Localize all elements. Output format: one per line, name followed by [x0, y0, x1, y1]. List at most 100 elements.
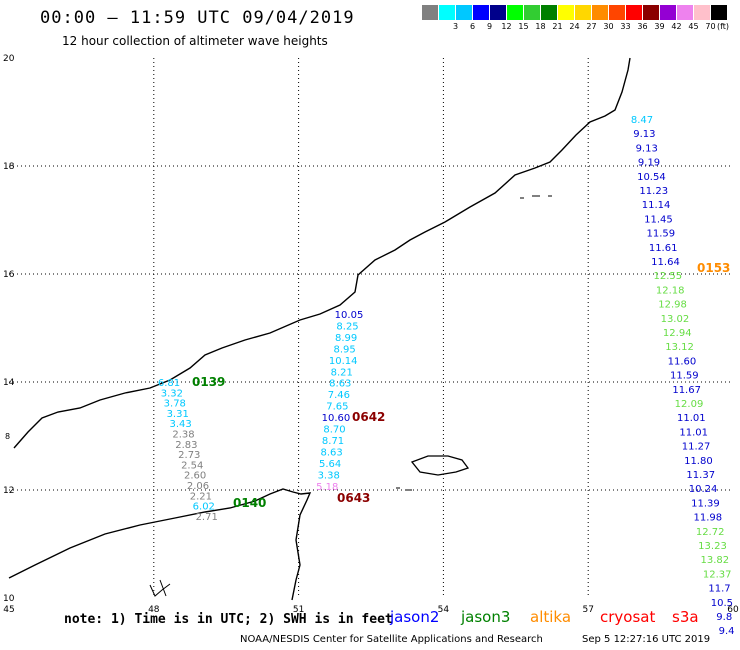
wave-height-value: 9.13	[636, 143, 658, 154]
colorbar-swatch	[439, 5, 456, 20]
colorbar-label: 21	[552, 22, 563, 31]
wave-height-value: 2.06	[187, 481, 209, 492]
wave-height-value: 11.27	[682, 442, 711, 453]
wave-height-value: 12.18	[656, 285, 685, 296]
colorbar-swatch	[711, 5, 728, 20]
wave-height-value: 10.14	[329, 356, 358, 367]
lat-minor-label: 8	[5, 432, 10, 441]
pass-time-label: 0140	[233, 496, 266, 510]
wave-height-value: 11.61	[649, 243, 678, 254]
credit-line: NOAA/NESDIS Center for Satellite Applica…	[240, 634, 543, 645]
wave-height-value: 12.94	[663, 328, 692, 339]
lat-tick-label: 18	[3, 162, 15, 172]
footer-note: note: 1) Time is in UTC; 2) SWH is in fe…	[64, 612, 393, 627]
wave-height-value: 11.37	[686, 470, 715, 481]
wave-height-value: 12.37	[703, 569, 732, 580]
pass-time-label: 0642	[352, 410, 385, 424]
wave-height-value: 11.60	[668, 356, 697, 367]
coastline	[8, 57, 631, 601]
wave-height-value: 12.72	[696, 527, 725, 538]
wave-height-value: 8.63	[320, 447, 342, 458]
wave-height-value: 9.13	[633, 129, 655, 140]
wave-height-value: 5.64	[319, 459, 341, 470]
wave-height-value: 5.18	[316, 482, 338, 493]
satellite-legend-item: cryosat	[600, 608, 656, 626]
pass-time-label: 0153	[697, 261, 730, 275]
wave-height-value: 3.78	[164, 399, 186, 410]
lat-tick-label: 20	[3, 54, 15, 64]
colorbar-label: 33	[620, 22, 631, 31]
pass-time-labels: 0153 0139 0642 0140 0643	[192, 261, 730, 510]
wave-height-value: 11.80	[684, 456, 713, 467]
colorbar-label: 15	[518, 22, 529, 31]
colorbar-swatch	[592, 5, 609, 20]
colorbar-label: 27	[586, 22, 597, 31]
colorbar-label: 70	[705, 22, 716, 31]
colorbar-swatch	[575, 5, 592, 20]
iran-coastline	[13, 57, 631, 449]
wave-height-value: 8.95	[334, 344, 356, 355]
pass-time-label: 0139	[192, 375, 225, 389]
delta-coast	[149, 579, 171, 597]
wave-height-value: 11.7	[708, 584, 730, 595]
generation-timestamp: Sep 5 12:27:16 UTC 2019	[582, 634, 711, 645]
wave-height-value: 2.38	[172, 430, 194, 441]
wave-height-value: 10.5	[711, 598, 733, 609]
map-title: 00:00 – 11:59 UTC 09/04/2019	[40, 8, 355, 28]
colorbar-label: 39	[654, 22, 665, 31]
colorbar-swatch	[456, 5, 473, 20]
wave-height-value: 11.98	[693, 513, 722, 524]
wave-height-value: 8.70	[323, 425, 345, 436]
wave-height-value: 3.38	[318, 470, 340, 481]
wave-height-value: 2.60	[184, 471, 206, 482]
colorbar-swatch	[507, 5, 524, 20]
lat-tick-label: 14	[3, 378, 15, 388]
satellite-legend-item: s3a	[672, 608, 699, 626]
wave-height-value: 2.83	[175, 440, 197, 451]
wave-height-value: 8.71	[322, 436, 344, 447]
wave-height-value: 8.47	[631, 115, 653, 126]
wave-height-value: 10.24	[689, 484, 718, 495]
wave-height-value: 8.99	[335, 333, 357, 344]
lon-tick-label: 57	[582, 605, 593, 615]
wave-height-value: 13.23	[698, 541, 727, 552]
wave-height-value: 12.55	[654, 271, 683, 282]
wave-height-value: 9.8	[716, 612, 732, 623]
colorbar-label: 18	[535, 22, 546, 31]
lat-tick-label: 12	[3, 486, 14, 496]
axis-ticks: 45 48 51 54 57 60 20 18 16 14 12 10 8	[3, 54, 739, 615]
wave-height-value: 8.21	[331, 367, 353, 378]
colorbar-unit: (ft)	[717, 22, 730, 31]
satellite-legend-item: jason2	[390, 608, 440, 626]
wave-height-value: 11.59	[646, 229, 675, 240]
wave-height-tracks: 8.47 9.13 9.13 9.19 10.54 11.23 11.14 11.45 11.5…	[158, 115, 735, 637]
wave-height-value: 2.73	[178, 450, 200, 461]
colorbar-swatch	[473, 5, 490, 20]
colorbar-label: 30	[603, 22, 614, 31]
wave-height-value: 3.32	[161, 388, 183, 399]
wave-height-value: 12.98	[658, 300, 687, 311]
wave-height-value: 6.02	[193, 502, 215, 513]
lat-tick-label: 10	[3, 594, 15, 604]
colorbar-label: 6	[469, 22, 476, 31]
arabian-coastline	[8, 488, 312, 601]
wave-height-value: 13.02	[661, 314, 690, 325]
lon-tick-label: 51	[293, 605, 304, 615]
satellite-legend-item: altika	[530, 608, 572, 626]
wave-height-value: 11.01	[677, 413, 706, 424]
wave-height-value: 11.39	[691, 498, 720, 509]
satellite-legend-item: jason3	[461, 608, 511, 626]
colorbar-swatch	[558, 5, 575, 20]
wave-height-colorbar	[422, 5, 728, 20]
wave-height-value: 11.01	[679, 427, 708, 438]
wave-height-value: 7.46	[328, 390, 350, 401]
wave-height-value: 11.59	[670, 371, 699, 382]
wave-height-value: 10.60	[322, 413, 351, 424]
wave-height-value: 11.23	[639, 186, 668, 197]
colorbar-label: 24	[569, 22, 580, 31]
colorbar-label: 42	[671, 22, 682, 31]
island	[410, 455, 470, 476]
colorbar-swatch	[694, 5, 711, 20]
wave-height-value: 13.82	[701, 555, 730, 566]
colorbar-label: 9	[486, 22, 493, 31]
